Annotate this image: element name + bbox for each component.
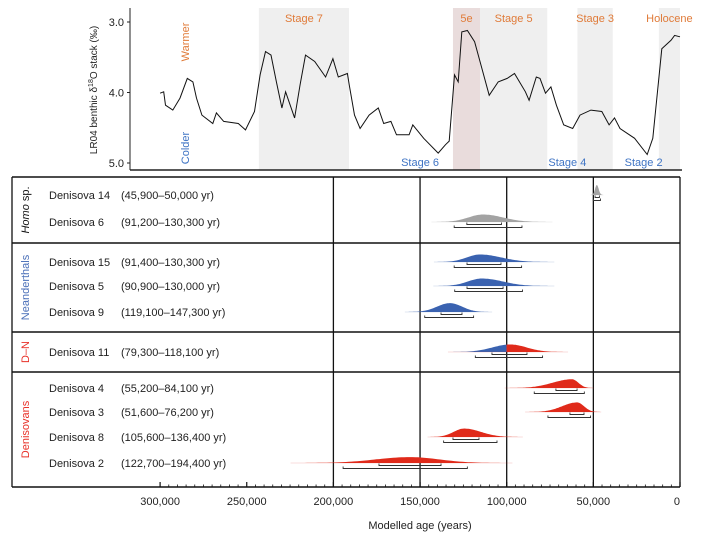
sample-range: (91,400–130,300 yr)	[121, 257, 220, 269]
sample-range: (90,900–130,000 yr)	[121, 281, 220, 293]
colder-label: Colder	[180, 131, 192, 164]
range-68-bracket	[378, 463, 442, 466]
range-68-bracket	[594, 195, 600, 198]
posterior-density	[504, 379, 594, 388]
x-tick-label: 150,000	[400, 496, 440, 508]
sample-name: Denisova 6	[49, 217, 104, 229]
stage-label: Stage 2	[625, 157, 663, 169]
sample-range: (122,700–194,400 yr)	[121, 458, 226, 470]
range-68-bracket	[569, 412, 585, 415]
posterior-density	[433, 278, 555, 286]
x-tick-label: 300,000	[140, 496, 180, 508]
posterior-density	[431, 214, 553, 222]
x-tick-label: 0	[674, 496, 680, 508]
sample-name: Denisova 11	[49, 347, 109, 359]
posterior-density	[427, 428, 523, 437]
y-axis-label: LR04 benthic δ18O stack (‰)	[88, 26, 100, 154]
warmer-label: Warmer	[180, 22, 192, 61]
sample-name: Denisova 3	[49, 407, 104, 419]
x-tick-label: 250,000	[227, 496, 267, 508]
range-68-bracket	[452, 437, 480, 440]
range-95-bracket	[592, 198, 601, 201]
stage-label: Stage 4	[548, 157, 586, 169]
sample-name: Denisova 15	[49, 257, 110, 269]
y-axis-label-part: LR04 benthic δ	[89, 87, 100, 155]
group-label: Denisovans	[20, 400, 32, 458]
posterior-density	[433, 254, 555, 262]
sample-range: (105,600–136,400 yr)	[121, 432, 226, 444]
range-95-bracket	[454, 289, 523, 292]
group-label-rest: sp.	[20, 186, 32, 204]
y-axis-label-part: O stack (‰)	[89, 26, 100, 79]
stage-label: Holocene	[646, 13, 692, 25]
range-95-bracket	[547, 415, 592, 418]
range-95-bracket	[453, 265, 523, 268]
posterior-density	[448, 344, 568, 352]
group-label: D–N	[20, 341, 32, 363]
sample-range: (119,100–147,300 yr)	[121, 307, 225, 319]
y-tick-label: 5.0	[109, 158, 124, 170]
range-68-bracket	[491, 352, 528, 355]
sample-name: Denisova 2	[49, 458, 104, 470]
sample-range: (51,600–76,200 yr)	[121, 407, 214, 419]
stage-label: Stage 7	[285, 13, 323, 25]
range-68-bracket	[440, 312, 463, 315]
x-tick-label: 100,000	[487, 496, 527, 508]
group-label-italic: Homo	[20, 204, 32, 233]
sample-name: Denisova 4	[49, 383, 104, 395]
range-68-bracket	[555, 388, 578, 391]
stage-band	[577, 8, 613, 170]
sample-range: (45,900–50,000 yr)	[121, 190, 214, 202]
range-95-bracket	[453, 225, 523, 228]
stage-label: Stage 3	[576, 13, 614, 25]
range-68-bracket	[466, 222, 502, 225]
sample-name: Denisova 14	[49, 190, 110, 202]
y-tick-label: 3.0	[109, 17, 124, 29]
posterior-density	[404, 303, 493, 312]
sample-name: Denisova 5	[49, 281, 104, 293]
posterior-density	[290, 457, 513, 463]
range-95-bracket	[533, 391, 585, 394]
x-tick-label: 200,000	[314, 496, 354, 508]
range-95-bracket	[424, 315, 475, 318]
stage-band	[480, 8, 548, 170]
stage-label: Stage 6	[401, 157, 439, 169]
x-tick-label: 50,000	[577, 496, 611, 508]
x-axis-label: Modelled age (years)	[368, 520, 471, 532]
range-68-bracket	[466, 262, 502, 265]
range-95-bracket	[443, 440, 498, 443]
group-label: Neanderthals	[20, 254, 32, 320]
group-label: Homo sp.	[20, 186, 32, 233]
y-tick-label: 4.0	[109, 88, 124, 100]
sample-range: (55,200–84,100 yr)	[121, 383, 214, 395]
stage-band	[258, 8, 349, 170]
stage-label: Stage 5	[495, 13, 533, 25]
range-95-bracket	[342, 466, 468, 469]
sample-range: (79,300–118,100 yr)	[121, 347, 219, 359]
y-axis-label-sup: 18	[88, 79, 95, 87]
posterior-density	[590, 185, 604, 195]
range-68-bracket	[466, 286, 504, 289]
lr04-line	[159, 29, 681, 156]
stage-band	[658, 8, 680, 170]
sample-name: Denisova 8	[49, 432, 104, 444]
posterior-density	[525, 402, 602, 412]
range-95-bracket	[474, 355, 544, 358]
stage-label: 5e	[460, 13, 472, 25]
stage-band	[452, 8, 481, 170]
sample-name: Denisova 9	[49, 307, 104, 319]
sample-range: (91,200–130,300 yr)	[121, 217, 220, 229]
